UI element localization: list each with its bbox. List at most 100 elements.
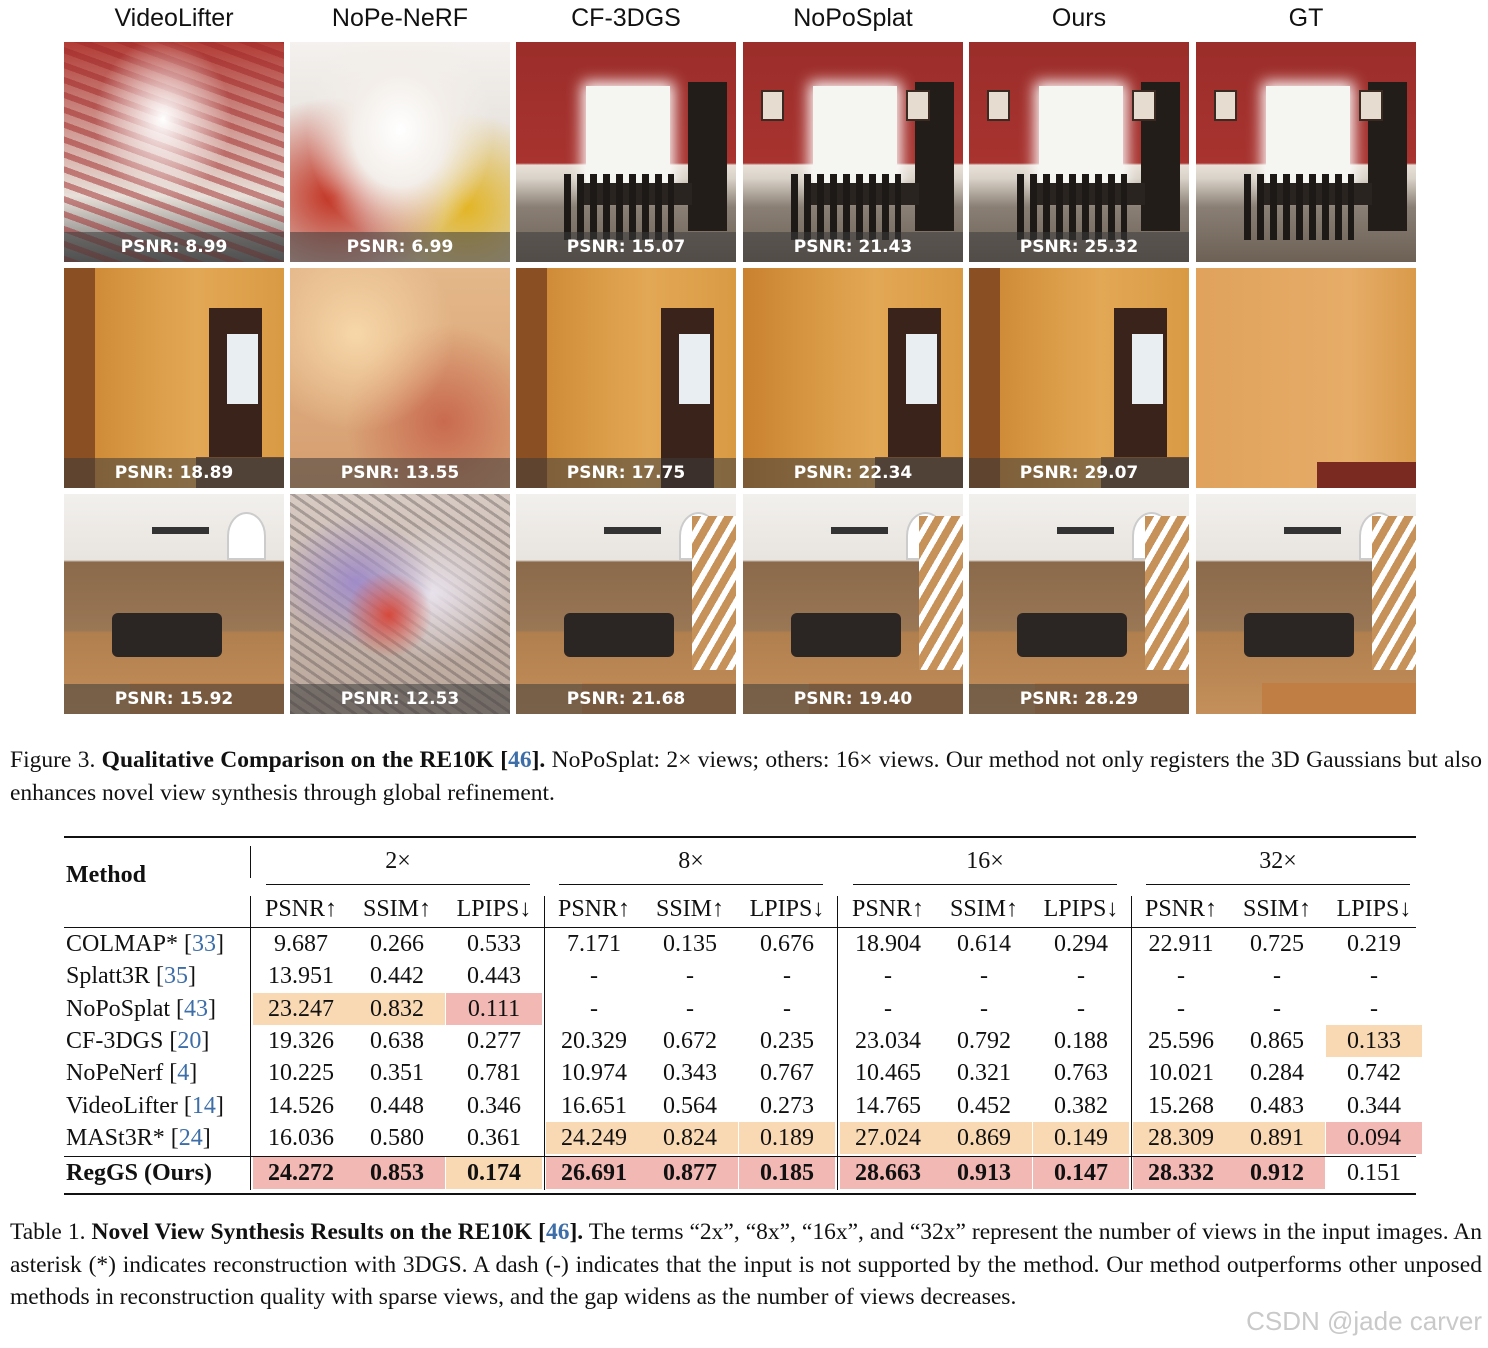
table-cell: 0.188	[1054, 1028, 1108, 1054]
metric-header-ssim: SSIM↑	[949, 896, 1019, 922]
table-cell: 0.913	[936, 1157, 1032, 1189]
scene-orange-hallway	[290, 268, 510, 488]
citation-link[interactable]: 4	[177, 1060, 190, 1086]
group-header-32x: 32×	[1259, 848, 1297, 874]
method-name: RegGS (Ours)	[66, 1157, 212, 1189]
caption-prefix: Figure 3.	[10, 747, 102, 773]
table-cell: -	[1077, 963, 1085, 989]
table-cell: 0.832	[349, 993, 445, 1025]
table-cell: 0.638	[370, 1028, 424, 1054]
table-cell: 24.272	[253, 1157, 349, 1189]
psnr-label: PSNR: 18.89	[64, 458, 284, 488]
table-cell: 0.483	[1250, 1093, 1304, 1119]
citation-link[interactable]: 46	[508, 747, 532, 773]
table-cell: 0.321	[957, 1060, 1011, 1086]
metric-header-psnr: PSNR↑	[1144, 896, 1218, 922]
metric-header-ssim: SSIM↑	[655, 896, 725, 922]
citation-link[interactable]: 43	[184, 996, 209, 1022]
caption-title: Novel View Synthesis Results on the RE10…	[91, 1219, 546, 1245]
render-image: PSNR: 8.99	[64, 42, 284, 262]
metric-header-ssim: SSIM↑	[362, 896, 432, 922]
column-divider	[250, 896, 251, 1190]
render-image: PSNR: 21.68	[516, 494, 736, 714]
table-cell: -	[1370, 963, 1378, 989]
scene-red-dining-room	[969, 42, 1189, 262]
psnr-label: PSNR: 8.99	[64, 232, 284, 262]
scene-red-dining-room	[290, 42, 510, 262]
citation-link[interactable]: 33	[192, 931, 217, 957]
table-cell: 10.021	[1148, 1060, 1214, 1086]
table-cell: 0.442	[370, 963, 424, 989]
table-cell: 28.663	[840, 1157, 936, 1189]
render-image: PSNR: 21.43	[743, 42, 963, 262]
table-row: NoPoSplat [43] 23.247 0.832 0.111 - - - - - - - - -	[64, 993, 1424, 1025]
method-name: MASt3R* [24]	[66, 1122, 211, 1154]
citation-link[interactable]: 46	[545, 1219, 570, 1245]
table-cell: 26.691	[546, 1157, 642, 1189]
group-underline	[1146, 884, 1410, 885]
group-underline	[853, 884, 1117, 885]
citation-link[interactable]: 20	[177, 1028, 202, 1054]
table-row: NoPeNerf [4] 10.225 0.351 0.781 10.974 0.343 0…	[64, 1057, 1424, 1089]
table-cell: 0.266	[370, 931, 424, 957]
table-cell: 0.672	[663, 1028, 717, 1054]
scene-living-room	[1196, 494, 1416, 714]
render-image: PSNR: 29.07	[969, 268, 1189, 488]
table-cell: -	[1077, 996, 1085, 1022]
table-cell: 0.346	[467, 1093, 521, 1119]
table-cell: 16.651	[561, 1093, 627, 1119]
table-cell: 0.792	[957, 1028, 1011, 1054]
citation-link[interactable]: 24	[178, 1125, 203, 1151]
scene-orange-hallway	[743, 268, 963, 488]
citation-link[interactable]: 14	[191, 1093, 216, 1119]
scene-living-room	[290, 494, 510, 714]
table-cell: -	[1273, 996, 1281, 1022]
table-cell: 7.171	[567, 931, 621, 957]
render-image: PSNR: 19.40	[743, 494, 963, 714]
psnr-label: PSNR: 13.55	[290, 458, 510, 488]
column-divider	[837, 896, 838, 1190]
scene-living-room	[969, 494, 1189, 714]
psnr-label: PSNR: 6.99	[290, 232, 510, 262]
render-image: PSNR: 15.07	[516, 42, 736, 262]
citation-link[interactable]: 35	[164, 963, 189, 989]
table-row: RegGS (Ours) 24.272 0.853 0.174 26.691 0.877 0…	[64, 1157, 1424, 1189]
psnr-label: PSNR: 25.32	[969, 232, 1189, 262]
caption-title-end: ].	[569, 1219, 584, 1245]
table-cell: 0.284	[1250, 1060, 1304, 1086]
table-cell: 28.332	[1133, 1157, 1229, 1189]
table-cell: 23.034	[855, 1028, 921, 1054]
method-label: VideoLifter [	[66, 1093, 192, 1119]
table-cell: 0.219	[1347, 931, 1401, 957]
table-cell: -	[980, 963, 988, 989]
method-name: NoPeNerf [4]	[66, 1057, 197, 1089]
table-cell: 15.268	[1148, 1093, 1214, 1119]
group-underline	[559, 884, 823, 885]
table-cell: 0.133	[1326, 1025, 1422, 1057]
column-divider	[544, 896, 545, 1190]
method-name: COLMAP* [33]	[66, 928, 224, 960]
render-image: PSNR: 17.75	[516, 268, 736, 488]
ground-truth-image	[1196, 42, 1416, 262]
table-cell: -	[783, 996, 791, 1022]
caption-body: The terms “2x”, “8x”, “16x”, and “32x” r…	[10, 1219, 1482, 1310]
table-cell: -	[590, 963, 598, 989]
table-cell: -	[1370, 996, 1378, 1022]
render-image: PSNR: 13.55	[290, 268, 510, 488]
scene-red-dining-room	[516, 42, 736, 262]
table-cell: 13.951	[268, 963, 334, 989]
table-cell: 0.277	[467, 1028, 521, 1054]
table-row: VideoLifter [14] 14.526 0.448 0.346 16.651 0.…	[64, 1090, 1424, 1122]
psnr-label: PSNR: 12.53	[290, 684, 510, 714]
table-cell: 0.174	[446, 1157, 542, 1189]
scene-living-room	[64, 494, 284, 714]
table-cell: 23.247	[253, 993, 349, 1025]
table-cell: 0.580	[370, 1125, 424, 1151]
method-name: NoPoSplat [43]	[66, 993, 216, 1025]
metric-header-psnr: PSNR↑	[557, 896, 631, 922]
metric-header-lpips: LPIPS↓	[1336, 896, 1412, 922]
table-cell: -	[783, 963, 791, 989]
scene-living-room	[516, 494, 736, 714]
table-cell: 10.225	[268, 1060, 334, 1086]
group-header-2x: 2×	[385, 848, 411, 874]
